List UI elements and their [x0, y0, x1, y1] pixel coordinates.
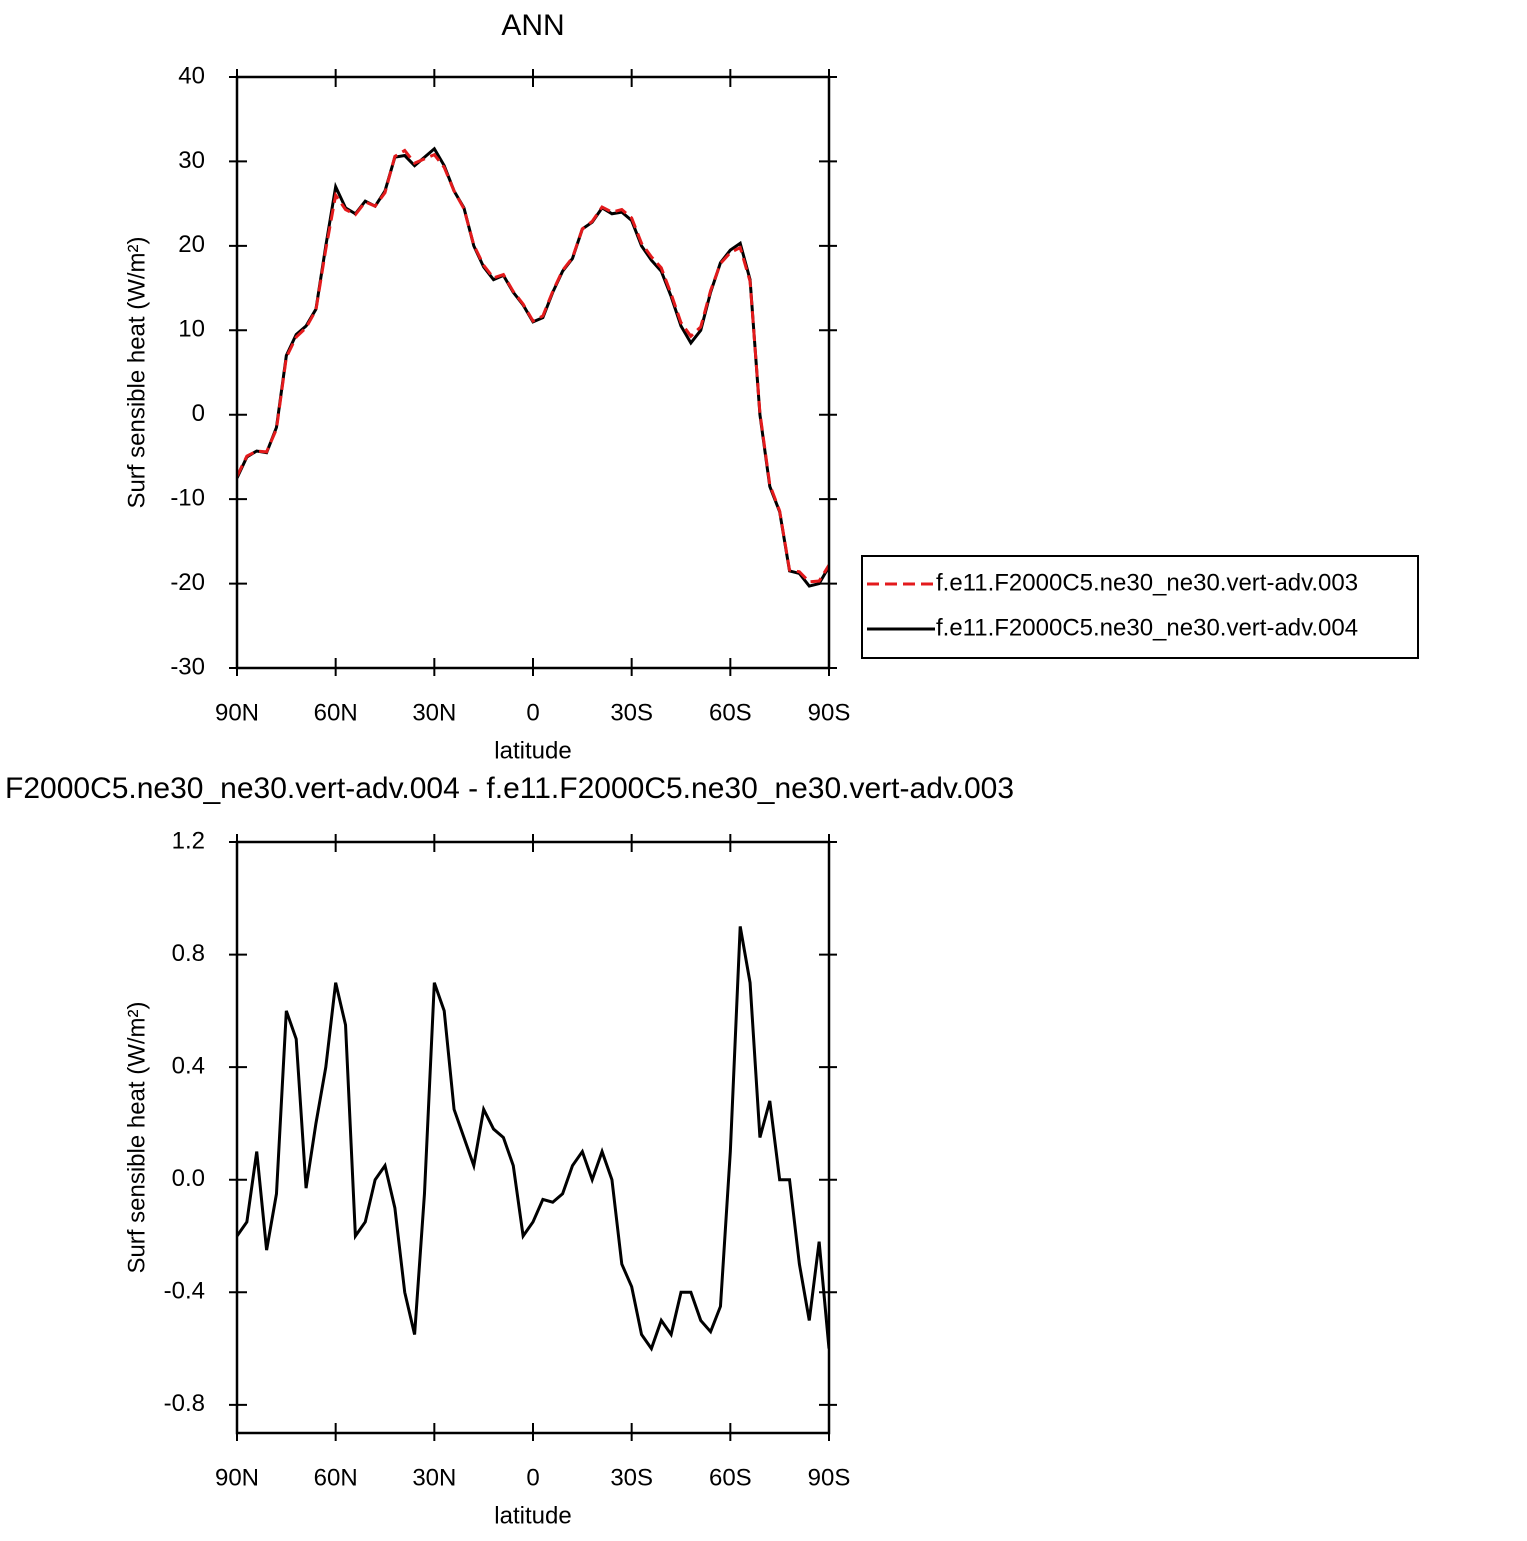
y-tick-label: 1.2	[172, 827, 205, 854]
data-line	[237, 146, 829, 588]
y-tick-label: 0.0	[172, 1165, 205, 1192]
x-axis-label: latitude	[494, 737, 571, 764]
x-tick-label: 60S	[709, 699, 752, 726]
x-tick-label: 90N	[215, 1464, 259, 1491]
y-tick-label: 0.8	[172, 940, 205, 967]
data-line	[237, 926, 829, 1352]
x-axis-label: latitude	[494, 1502, 571, 1529]
plot-frame	[235, 840, 831, 1435]
y-tick-label: 40	[178, 62, 205, 89]
x-tick-label: 0	[526, 1464, 539, 1491]
plot-frame	[235, 75, 831, 670]
x-tick-label: 0	[526, 699, 539, 726]
y-tick-label: 30	[178, 147, 205, 174]
x-tick-label: 90N	[215, 699, 259, 726]
y-axis-label: Surf sensible heat (W/m²)	[123, 1001, 150, 1273]
x-tick-label: 30N	[412, 699, 456, 726]
y-tick-label: -20	[170, 569, 205, 596]
x-tick-label: 60N	[314, 1464, 358, 1491]
y-tick-label: 20	[178, 231, 205, 258]
y-tick-label: -0.8	[164, 1390, 205, 1417]
y-tick-label: -30	[170, 653, 205, 680]
legend-label: f.e11.F2000C5.ne30_ne30.vert-adv.004	[936, 614, 1358, 641]
x-tick-label: 30N	[412, 1464, 456, 1491]
chart-title: ANN	[501, 9, 564, 42]
x-tick-label: 90S	[808, 1464, 851, 1491]
x-tick-label: 90S	[808, 699, 851, 726]
y-tick-label: -0.4	[164, 1278, 205, 1305]
y-tick-label: 0	[192, 400, 205, 427]
x-tick-label: 60N	[314, 699, 358, 726]
x-tick-label: 30S	[610, 699, 653, 726]
legend-box	[861, 555, 1419, 659]
y-tick-label: -10	[170, 484, 205, 511]
x-tick-label: 60S	[709, 1464, 752, 1491]
y-axis-label: Surf sensible heat (W/m²)	[123, 236, 150, 508]
data-line	[237, 148, 829, 584]
chart-title: F2000C5.ne30_ne30.vert-adv.004 - f.e11.F…	[5, 772, 1014, 805]
y-tick-label: 10	[178, 316, 205, 343]
y-tick-label: 0.4	[172, 1052, 205, 1079]
legend-label: f.e11.F2000C5.ne30_ne30.vert-adv.003	[936, 569, 1358, 596]
x-tick-label: 30S	[610, 1464, 653, 1491]
